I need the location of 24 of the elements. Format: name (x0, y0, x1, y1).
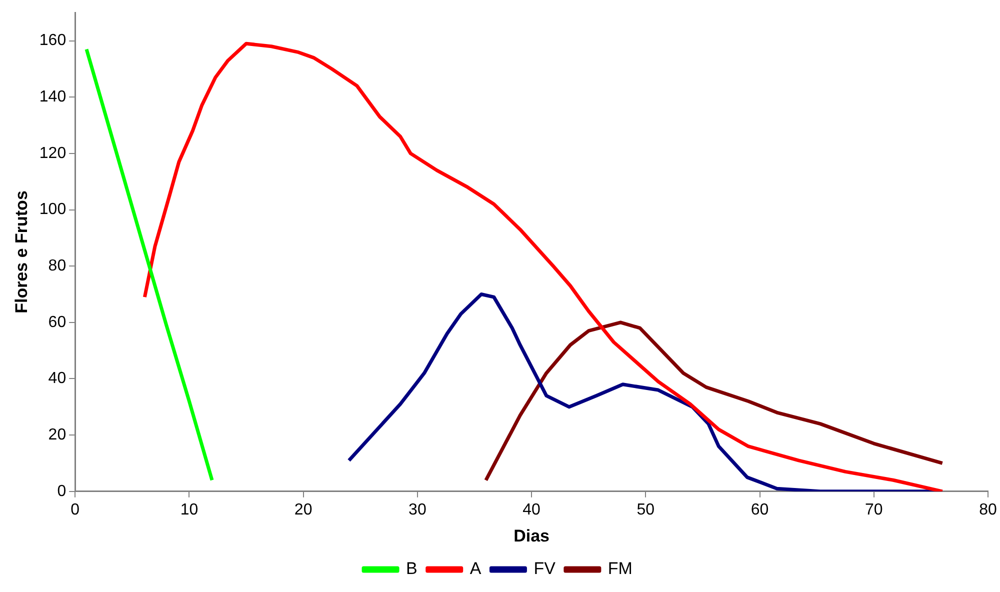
legend-label: A (470, 559, 482, 578)
legend-label: B (406, 559, 418, 578)
x-tick-label: 50 (636, 501, 655, 518)
y-tick-label: 160 (39, 32, 66, 50)
x-tick-label: 60 (750, 501, 769, 518)
y-tick-label: 0 (57, 482, 66, 500)
x-tick-label: 80 (979, 501, 997, 518)
x-axis-title: Dias (514, 526, 550, 546)
y-tick-label: 100 (39, 201, 66, 218)
x-tick-label: 10 (180, 501, 198, 518)
x-tick-label: 30 (408, 501, 426, 518)
y-tick-label: 140 (39, 88, 66, 106)
legend-label: FV (534, 559, 556, 578)
y-tick-label: 120 (39, 144, 66, 162)
y-tick-label: 40 (48, 370, 66, 388)
y-tick-label: 20 (48, 426, 66, 444)
x-tick-label: 20 (294, 501, 312, 518)
y-tick-label: 60 (48, 314, 66, 331)
y-tick-label: 80 (48, 257, 66, 274)
x-tick-label: 40 (522, 501, 541, 518)
x-tick-label: 70 (864, 501, 883, 518)
x-tick-label: 0 (70, 501, 80, 518)
legend-label: FM (608, 559, 632, 578)
y-axis-title: Flores e Frutos (12, 190, 31, 314)
